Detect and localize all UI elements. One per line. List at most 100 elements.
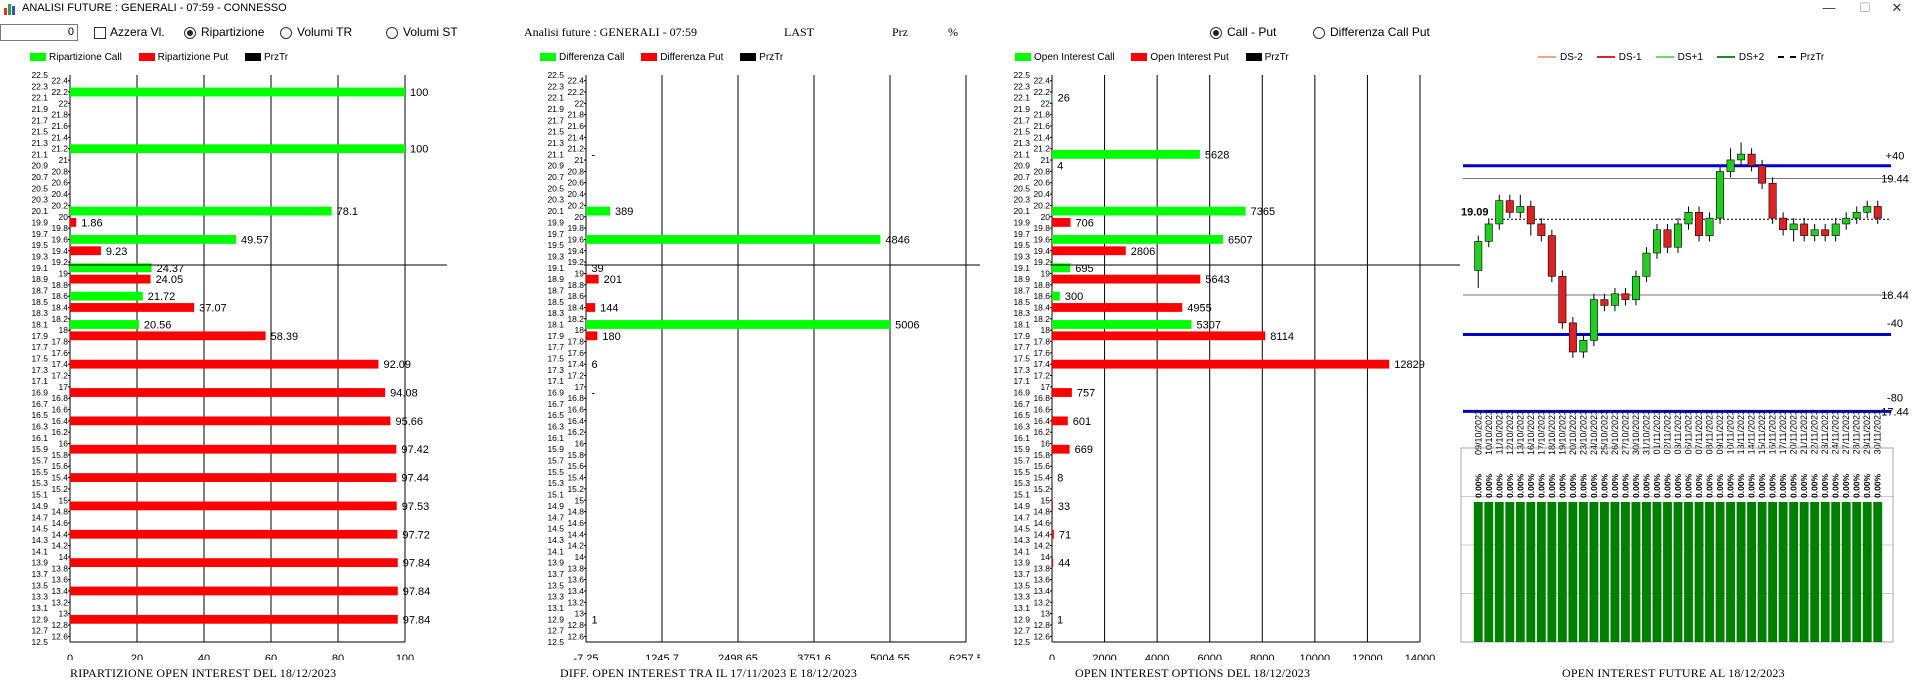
y-tick-label: 17.6 — [1033, 348, 1050, 358]
y-tick-label: 20.5 — [31, 183, 48, 193]
bar-value-label: 201 — [604, 274, 622, 286]
x-tick-label: 12000 — [1352, 653, 1383, 660]
date-label: 15/11/2023 — [1757, 410, 1767, 454]
y-tick-label: 20.3 — [1013, 195, 1030, 205]
y-tick-label: 17.2 — [567, 371, 584, 381]
x-tick-label: 3751.6 — [797, 653, 831, 660]
y-tick-label: 16.1 — [31, 433, 48, 443]
y-tick-label: 17.4 — [51, 359, 68, 369]
oi-bar — [1726, 502, 1736, 642]
y-tick-label: 13.6 — [567, 575, 584, 585]
radio-ripartizione[interactable] — [184, 27, 196, 39]
date-label: 18/10/2023 — [1547, 410, 1557, 455]
y-tick-label: 17.2 — [1033, 371, 1050, 381]
oi-bar — [1599, 502, 1609, 642]
y-tick-label: 20.3 — [31, 195, 48, 205]
y-tick-label: 21.9 — [31, 104, 48, 114]
maximize-button[interactable]: ☐ — [1859, 0, 1871, 15]
bar — [1052, 529, 1054, 539]
y-tick-label: 21 — [1041, 155, 1051, 165]
oi-bar-label: 0.00% — [1820, 473, 1830, 498]
y-tick-label: 12.5 — [547, 637, 564, 647]
date-label: 14/11/2023 — [1747, 410, 1757, 454]
y-tick-label: 21.7 — [1013, 115, 1030, 125]
y-tick-label: 22.1 — [1013, 93, 1030, 103]
bar-value-label: 8114 — [1270, 331, 1294, 343]
bar — [70, 501, 397, 511]
y-tick-label: 17.1 — [547, 376, 564, 386]
legend-line-swatch — [1655, 56, 1674, 59]
number-input[interactable]: 0 — [0, 24, 78, 41]
oi-bar — [1705, 502, 1714, 642]
oi-bar — [1473, 502, 1483, 642]
y-tick-label: 13.5 — [547, 580, 564, 590]
y-tick-label: 15.2 — [567, 484, 584, 494]
y-tick-label: 21.7 — [31, 115, 48, 125]
y-tick-label: 12.8 — [1033, 620, 1050, 630]
y-tick-label: 17.7 — [1013, 342, 1030, 352]
y-tick-label: 17.1 — [1013, 376, 1030, 386]
y-tick-label: 13.4 — [567, 586, 584, 596]
oi-bar — [1547, 502, 1557, 642]
y-tick-label: 15.1 — [31, 490, 48, 500]
candle-body — [1873, 206, 1882, 219]
close-button[interactable]: ✕ — [1891, 0, 1903, 15]
bar — [586, 235, 881, 244]
radio-diff-call-put[interactable] — [1313, 27, 1325, 39]
oi-bar — [1747, 502, 1757, 642]
y-tick-label: 19.4 — [567, 246, 584, 256]
x-tick-label: 4000 — [1145, 653, 1169, 660]
radio-volumi-st[interactable] — [386, 27, 398, 39]
y-tick-label: 21.1 — [31, 149, 48, 159]
date-label: 27/10/2023 — [1620, 410, 1630, 455]
bar-value-label: 21.72 — [148, 291, 176, 303]
candle-body — [1505, 200, 1514, 213]
y-tick-label: 16.1 — [547, 433, 564, 443]
date-label: 27/11/2023 — [1841, 410, 1851, 454]
oi-bar — [1526, 502, 1536, 642]
legend-item: PrzTr — [1778, 52, 1824, 63]
y-tick-label: 20.6 — [567, 178, 584, 188]
y-tick-label: 14.1 — [31, 546, 48, 556]
y-tick-label: 19.8 — [51, 223, 68, 233]
y-tick-label: 16.2 — [567, 427, 584, 437]
y-tick-label: 14.3 — [547, 535, 564, 545]
bar-value-label: 97.84 — [403, 614, 431, 626]
bar-value-label: 9.23 — [106, 246, 127, 258]
y-tick-label: 13 — [1041, 609, 1051, 619]
bar-value-label: 97.42 — [401, 444, 429, 456]
legend-item: Open Interest Put — [1131, 52, 1229, 63]
y-tick-label: 17 — [59, 382, 69, 392]
y-tick-label: 13.6 — [51, 575, 68, 585]
y-tick-label: 19.7 — [547, 229, 564, 239]
oi-bar — [1768, 502, 1778, 642]
y-tick-label: 20.8 — [51, 166, 68, 176]
y-tick-label: 21.3 — [547, 138, 564, 148]
y-tick-label: 21.2 — [1033, 144, 1050, 154]
y-tick-label: 19.4 — [1033, 246, 1050, 256]
azzera-checkbox[interactable] — [94, 27, 106, 39]
bar — [586, 320, 891, 329]
legend-item: Ripartizione Call — [30, 52, 122, 63]
oi-bar — [1494, 502, 1504, 642]
date-label: 13/11/2023 — [1736, 410, 1746, 454]
oi-bar-label: 0.00% — [1768, 473, 1778, 498]
y-tick-label: 22.5 — [31, 70, 48, 80]
date-label: 31/10/2023 — [1641, 410, 1651, 455]
y-tick-label: 21.9 — [547, 104, 564, 114]
oi-bar-label: 0.00% — [1831, 473, 1841, 498]
y-tick-label: 21 — [575, 155, 585, 165]
bar — [70, 331, 266, 341]
y-tick-label: 16.1 — [1013, 433, 1030, 443]
bar — [1052, 558, 1054, 568]
minimize-button[interactable]: — — [1822, 0, 1836, 15]
oi-bar — [1831, 502, 1841, 642]
legend-item: PrzTr — [740, 52, 783, 63]
app-chart-icon — [4, 4, 15, 15]
radio-volumi-tr[interactable] — [280, 27, 292, 39]
radio-call-put[interactable] — [1210, 27, 1222, 39]
bar-value-label: - — [591, 388, 595, 400]
y-tick-label: 15.5 — [1013, 467, 1030, 477]
y-tick-label: 21.8 — [1033, 110, 1050, 120]
y-tick-label: 13.8 — [567, 563, 584, 573]
